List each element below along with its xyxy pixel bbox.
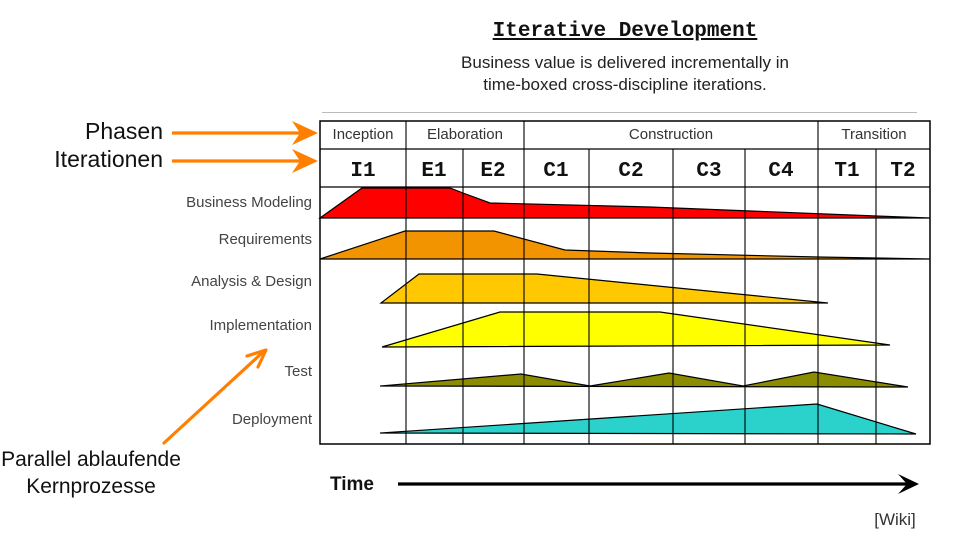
svg-text:C2: C2 <box>618 160 643 183</box>
svg-text:Analysis & Design: Analysis & Design <box>191 273 312 290</box>
svg-text:Elaboration: Elaboration <box>427 126 503 143</box>
svg-text:Deployment: Deployment <box>232 411 313 428</box>
svg-text:C4: C4 <box>768 160 793 183</box>
svg-text:I1: I1 <box>350 160 375 183</box>
svg-text:T2: T2 <box>890 160 915 183</box>
svg-text:E2: E2 <box>480 160 505 183</box>
svg-text:E1: E1 <box>421 160 446 183</box>
svg-text:Requirements: Requirements <box>219 231 312 248</box>
svg-text:Business Modeling: Business Modeling <box>186 194 312 211</box>
svg-text:C1: C1 <box>543 160 568 183</box>
svg-text:T1: T1 <box>834 160 859 183</box>
svg-text:Implementation: Implementation <box>209 317 312 334</box>
svg-text:Test: Test <box>284 363 312 380</box>
svg-text:Inception: Inception <box>333 126 394 143</box>
svg-text:C3: C3 <box>696 160 721 183</box>
svg-text:Time: Time <box>330 474 374 495</box>
svg-text:Transition: Transition <box>841 126 906 143</box>
svg-text:Construction: Construction <box>629 126 713 143</box>
